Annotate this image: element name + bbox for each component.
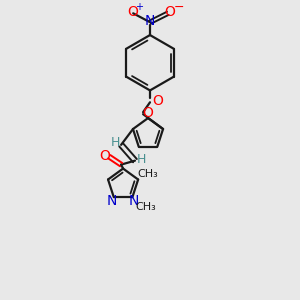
Text: +: + <box>135 2 143 12</box>
Text: O: O <box>164 5 175 19</box>
Text: −: − <box>173 1 184 14</box>
Text: O: O <box>152 94 163 108</box>
Text: CH₃: CH₃ <box>138 169 158 178</box>
Text: N: N <box>106 194 117 208</box>
Text: H: H <box>137 153 147 166</box>
Text: N: N <box>145 14 155 28</box>
Text: O: O <box>127 5 138 19</box>
Text: O: O <box>142 106 154 120</box>
Text: O: O <box>99 149 110 163</box>
Text: N: N <box>128 194 139 208</box>
Text: CH₃: CH₃ <box>136 202 157 212</box>
Text: H: H <box>110 136 120 149</box>
